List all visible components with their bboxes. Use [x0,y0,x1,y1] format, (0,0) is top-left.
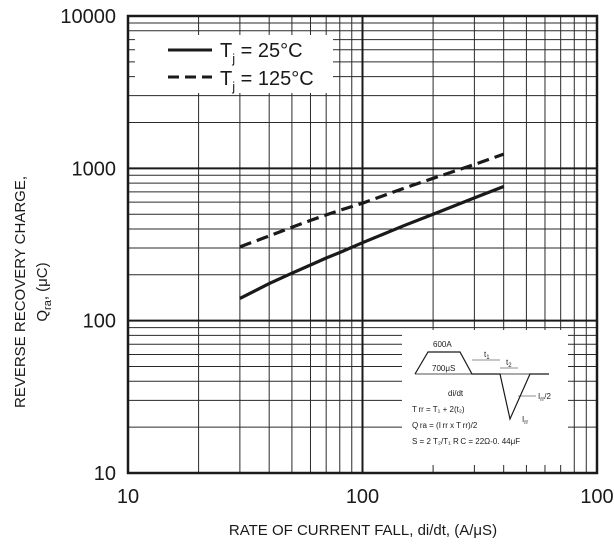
legend-box [135,35,333,93]
x-tick-label: 10 [117,486,139,508]
x-tick-labels: 10 100 100 [117,486,614,508]
y-tick-label: 10 [94,463,116,485]
didt-label: di/dt [448,389,464,398]
t2-label: t2 [506,358,512,369]
x-axis-title: RATE OF CURRENT FALL, di/dt, (A/μS) [229,522,497,539]
equation-trr: T rr = T₁ + 2(t₂) [412,405,465,414]
plot-frame [126,14,599,475]
x-tick-label: 100 [580,486,613,508]
y-axis-title-line1: REVERSE RECOVERY CHARGE, [12,176,29,408]
series-line-125c [239,152,505,249]
x-tick-label: 100 [346,486,379,508]
pulse-width-label: 700μS [432,364,455,373]
waveform-inset: 600A 700μS di/dt t1 t2 Irr/2 Irr T rr = … [402,330,568,465]
t1-label: t1 [484,350,490,361]
y-tick-label: 10000 [60,6,116,28]
irr-half-label: Irr/2 [538,392,551,403]
peak-current-label: 600A [433,340,452,349]
series-line-25c [239,185,505,300]
equation-qra: Q ra = (I rr x T rr)/2 [412,421,478,430]
y-axis-title: REVERSE RECOVERY CHARGE, Qra, (μC) [12,176,54,408]
y-tick-label: 1000 [72,158,117,180]
y-tick-label: 100 [83,311,116,333]
irr-label: Irr [522,415,528,426]
y-tick-labels: 10 100 1000 10000 [60,6,116,485]
legend: Tj = 25°C Tj = 125°C [135,35,333,94]
equation-softness: S = 2 T₂/T₁ R C = 22Ω-0. 44μF [412,437,520,446]
series-layer [239,152,505,300]
legend-label-25c: Tj = 25°C [220,40,303,66]
y-axis-title-line2: Qra, (μC) [34,262,54,321]
legend-label-125c: Tj = 125°C [220,68,314,94]
